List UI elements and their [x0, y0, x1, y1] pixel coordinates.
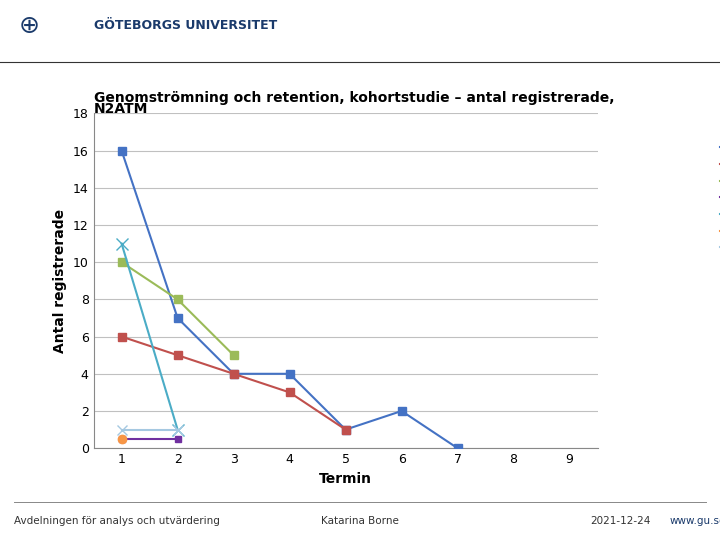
- V10: [117, 427, 126, 433]
- H10: [117, 436, 126, 442]
- Line: V08: V08: [116, 238, 183, 435]
- Text: Genomströmning och retention, kohortstudie – antal registrerade,: Genomströmning och retention, kohortstud…: [94, 91, 614, 105]
- H07: [285, 370, 294, 377]
- H07: [174, 315, 182, 321]
- H07: [397, 408, 406, 414]
- H08: [341, 427, 350, 433]
- V08: [117, 240, 126, 247]
- H07: [117, 147, 126, 154]
- Line: H07: H07: [117, 146, 462, 453]
- Legend: H07, H08, H09, H10, V08, V09, V10: H07, H08, H09, H10, V08, V09, V10: [716, 119, 720, 258]
- Text: GÖTEBORGS UNIVERSITET: GÖTEBORGS UNIVERSITET: [94, 19, 277, 32]
- H09: [174, 296, 182, 302]
- H08: [174, 352, 182, 359]
- H08: [229, 370, 238, 377]
- H10: [174, 436, 182, 442]
- Text: Avdelningen för analys och utvärdering: Avdelningen för analys och utvärdering: [14, 516, 220, 526]
- H09: [117, 259, 126, 266]
- Text: www.gu.se: www.gu.se: [670, 516, 720, 526]
- Text: Katarina Borne: Katarina Borne: [321, 516, 399, 526]
- Text: N2ATM: N2ATM: [94, 102, 148, 116]
- X-axis label: Termin: Termin: [319, 471, 372, 485]
- Text: 2021-12-24: 2021-12-24: [590, 516, 651, 526]
- H07: [454, 445, 462, 451]
- H08: [285, 389, 294, 396]
- H08: [117, 333, 126, 340]
- Line: H09: H09: [117, 258, 238, 359]
- Line: V10: V10: [117, 425, 182, 435]
- H07: [229, 370, 238, 377]
- Y-axis label: Antal registrerade: Antal registrerade: [53, 209, 67, 353]
- Text: ⊕: ⊕: [18, 14, 40, 38]
- V10: [174, 427, 182, 433]
- V08: [174, 427, 182, 433]
- Line: H08: H08: [117, 333, 350, 434]
- H09: [229, 352, 238, 359]
- H07: [341, 427, 350, 433]
- Line: H10: H10: [119, 436, 181, 442]
